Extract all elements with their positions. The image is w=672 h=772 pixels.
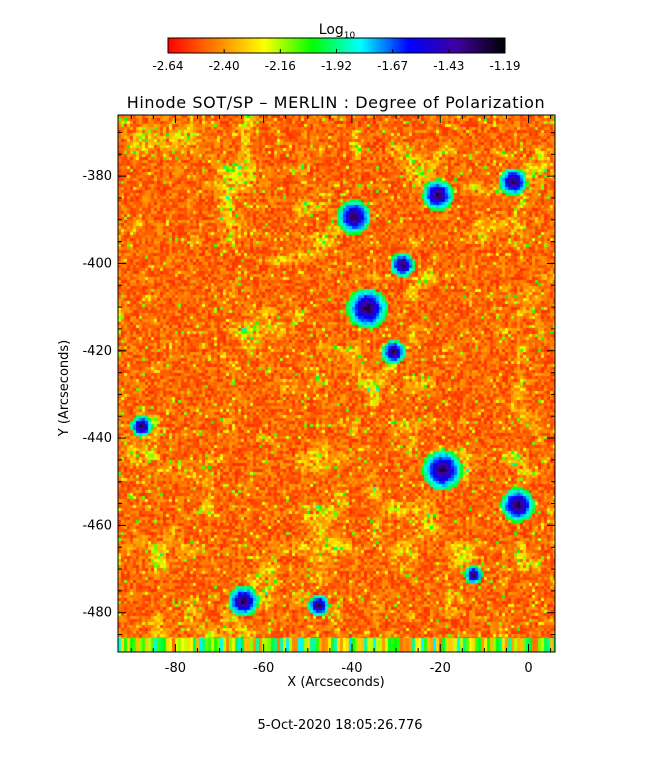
x-axis: -80 -60 -40 -20 0 — [130, 115, 552, 676]
colorbar-tick-label: -2.40 — [209, 59, 240, 73]
chart-title: Hinode SOT/SP – MERLIN : Degree of Polar… — [127, 93, 546, 112]
y-tick-label: -400 — [82, 256, 112, 271]
colorbar-tick-label: -2.64 — [152, 59, 183, 73]
x-tick-label: -60 — [253, 661, 274, 676]
plot-frame — [117, 114, 556, 653]
x-tick-label: -20 — [430, 661, 451, 676]
y-tick-label: -460 — [82, 518, 112, 533]
x-tick-label: -40 — [341, 661, 362, 676]
y-tick-label: -440 — [82, 431, 112, 446]
colorbar-tick-label: -1.67 — [377, 59, 408, 73]
colorbar-tick-label: -1.43 — [433, 59, 464, 73]
x-axis-label: X (Arcseconds) — [287, 675, 384, 690]
x-tick-label: 0 — [524, 661, 532, 676]
y-tick-label: -380 — [82, 169, 112, 184]
y-tick-label: -480 — [82, 606, 112, 621]
heatmap-image — [118, 115, 555, 652]
colorbar-ticks: -2.64 -2.40 -2.16 -1.92 -1.67 -1.43 -1.19 — [152, 49, 521, 73]
y-tick-label: -420 — [82, 344, 112, 359]
colorbar-tick-label: -1.19 — [489, 59, 520, 73]
colorbar-tick-label: -1.92 — [321, 59, 352, 73]
colorbar-tick-label: -2.16 — [265, 59, 296, 73]
x-tick-label: -80 — [165, 661, 186, 676]
y-axis: -380 -400 -420 -440 -460 -480 — [82, 131, 555, 636]
timestamp: 5-Oct-2020 18:05:26.776 — [257, 718, 422, 733]
colorbar-label: Log10 — [319, 22, 356, 41]
y-axis-label: Y (Arcseconds) — [57, 340, 72, 437]
